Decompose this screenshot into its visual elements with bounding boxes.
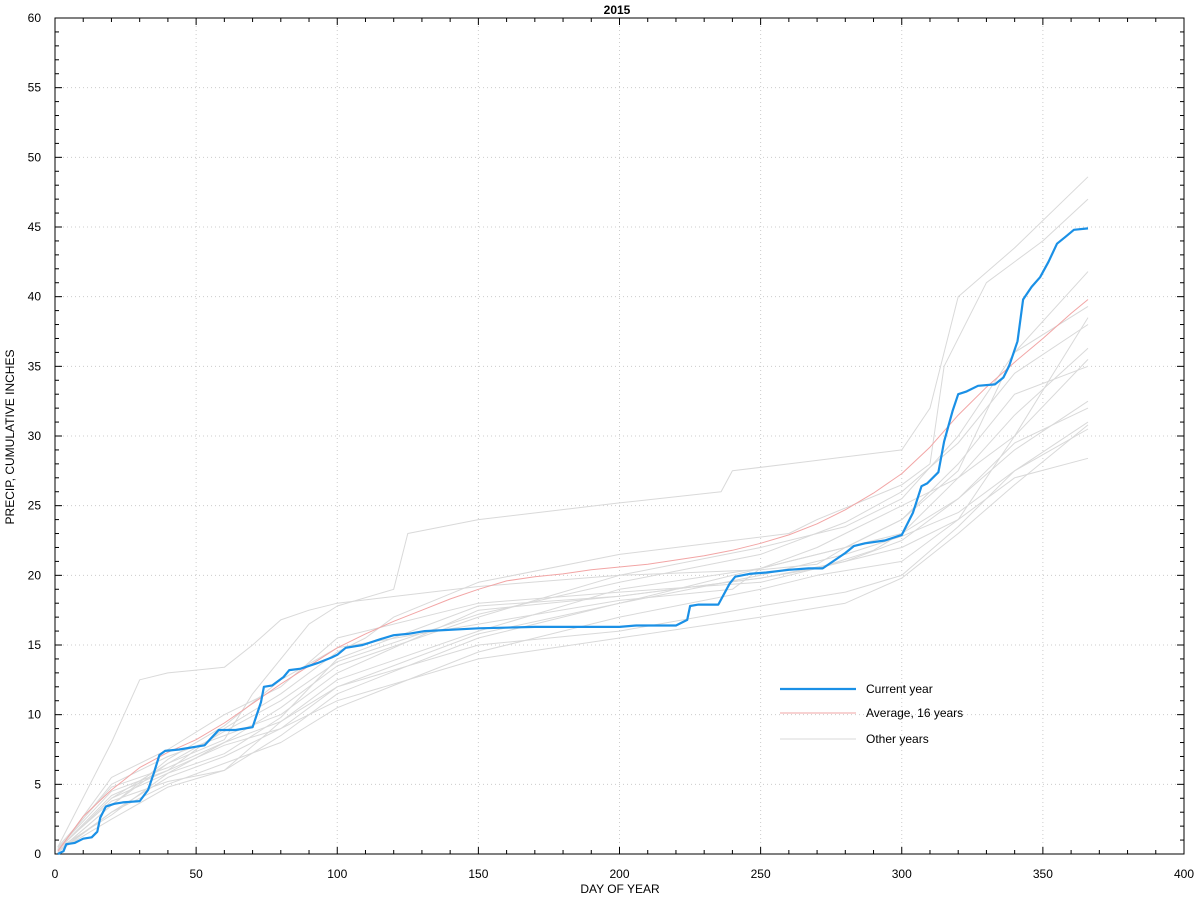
legend-label-other: Other years xyxy=(866,732,929,746)
x-axis-title: DAY OF YEAR xyxy=(580,882,660,896)
y-tick-label: 20 xyxy=(28,568,42,582)
other-year-line-6 xyxy=(57,424,1089,852)
legend-label-current: Current year xyxy=(866,682,933,696)
x-tick-label: 50 xyxy=(189,867,203,881)
x-tick-label: 250 xyxy=(751,867,771,881)
other-year-line-8 xyxy=(57,400,1089,849)
legend-label-average: Average, 16 years xyxy=(866,706,963,720)
other-year-line-2 xyxy=(57,176,1089,851)
y-tick-label: 15 xyxy=(28,638,42,652)
other-year-line-7 xyxy=(57,421,1089,851)
other-year-line-12 xyxy=(57,365,1089,852)
x-tick-label: 300 xyxy=(892,867,912,881)
other-year-line-15 xyxy=(57,428,1089,849)
other-year-line-3 xyxy=(57,198,1089,849)
other-year-line-4 xyxy=(57,359,1089,852)
y-tick-label: 0 xyxy=(34,847,41,861)
x-tick-label: 100 xyxy=(327,867,347,881)
y-tick-label: 50 xyxy=(28,150,42,164)
y-tick-label: 25 xyxy=(28,499,42,513)
legend: Current year Average, 16 years Other years xyxy=(780,682,963,746)
current-year-line-group xyxy=(57,227,1089,855)
average-line-group xyxy=(57,299,1089,852)
y-tick-label: 10 xyxy=(28,708,42,722)
axes: 0 50 100 150 200 250 300 350 400 0 5 10 15 20 25 30 35 40… xyxy=(28,11,1195,881)
y-tick-label: 45 xyxy=(28,220,42,234)
y-tick-label: 60 xyxy=(28,11,42,25)
other-year-line-9 xyxy=(57,347,1089,852)
other-year-line-10 xyxy=(57,317,1089,853)
average-line xyxy=(57,299,1089,852)
y-axis-title: PRECIP, CUMULATIVE INCHES xyxy=(3,350,17,525)
x-tick-label: 200 xyxy=(609,867,629,881)
x-tick-label: 400 xyxy=(1174,867,1194,881)
x-tick-label: 350 xyxy=(1033,867,1053,881)
other-years-lines xyxy=(57,176,1089,853)
y-tick-label: 30 xyxy=(28,429,42,443)
x-tick-label: 0 xyxy=(52,867,59,881)
other-year-line-13 xyxy=(57,407,1089,851)
grid xyxy=(55,18,1184,854)
y-tick-label: 5 xyxy=(34,777,41,791)
x-tick-label: 150 xyxy=(468,867,488,881)
y-tick-label: 55 xyxy=(28,81,42,95)
other-year-line-11 xyxy=(57,305,1089,848)
y-tick-label: 35 xyxy=(28,359,42,373)
chart-title: 2015 xyxy=(604,3,631,17)
other-year-line-14 xyxy=(57,324,1089,852)
current-year-line xyxy=(57,227,1089,855)
y-tick-label: 40 xyxy=(28,290,42,304)
